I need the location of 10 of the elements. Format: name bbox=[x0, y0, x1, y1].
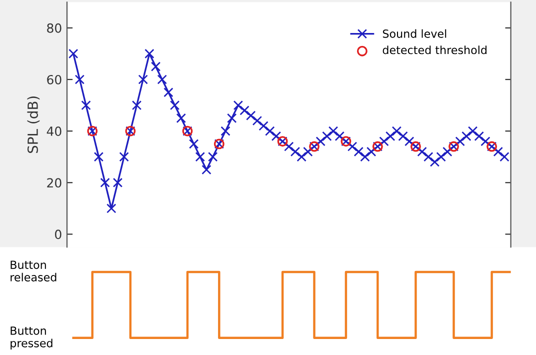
text: Button released bbox=[10, 260, 56, 282]
text: Button pressed bbox=[10, 326, 52, 350]
legend-label: detected threshold bbox=[382, 46, 486, 54]
y-tick-label: 40 bbox=[46, 126, 62, 136]
y-tick-label: 60 bbox=[47, 74, 62, 84]
legend-label: Sound level bbox=[382, 29, 446, 38]
y-tick-label: 80 bbox=[47, 23, 62, 33]
y-tick-label: 0 bbox=[55, 230, 62, 240]
y-axis-title: SPL (dB) bbox=[27, 96, 40, 153]
y-tick-label: 20 bbox=[47, 178, 62, 188]
